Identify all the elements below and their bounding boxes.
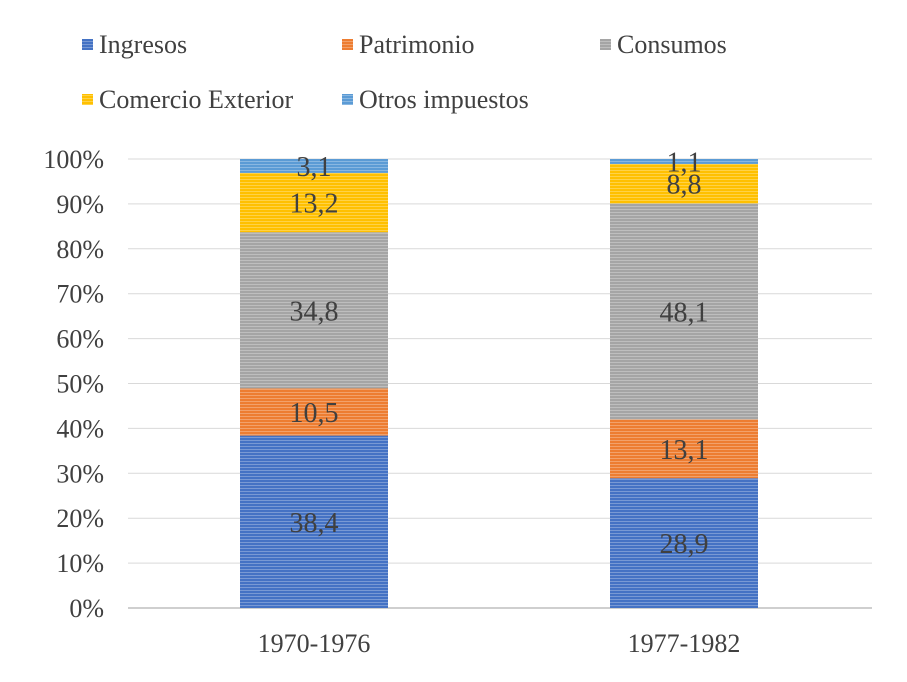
bar-segment-consumos: [240, 232, 388, 389]
bar-segment-patrimonio: [610, 419, 758, 479]
bars: 38,4 10,5 34,8 13,2 3,1 28,9 13,1 48,1 8,81,1: [240, 147, 758, 608]
bar-segment-otros-impuestos: [610, 159, 758, 164]
legend-swatch-4: [342, 94, 353, 105]
data-label: 1,1: [667, 147, 702, 178]
bar-segment-ingresos: [240, 435, 388, 608]
data-label: 38,4: [290, 508, 339, 539]
legend-label-0: Ingresos: [99, 30, 187, 59]
data-label: 3,1: [297, 152, 332, 183]
bar-segment-patrimonio: [240, 388, 388, 436]
data-label: 34,8: [290, 296, 339, 327]
y-tick-label: 50%: [56, 370, 104, 399]
data-label: 48,1: [660, 297, 709, 328]
legend-swatch-2: [600, 39, 611, 50]
legend-swatch-0: [82, 39, 93, 50]
legend-swatch-1: [342, 39, 353, 50]
bar-segment-otros-impuestos: [240, 159, 388, 173]
bar-segment-consumos: [610, 203, 758, 420]
bar-segment-ingresos: [610, 478, 758, 608]
bar-segment-comercio-exterior: [610, 163, 758, 204]
y-tick-label: 60%: [56, 325, 104, 354]
x-axis: 1970-1976 1977-1982: [258, 629, 741, 658]
data-label: 28,9: [660, 529, 709, 560]
legend-label-1: Patrimonio: [359, 30, 475, 59]
legend-label-2: Consumos: [617, 30, 727, 59]
data-label: 8,8: [667, 170, 702, 201]
data-label: 13,1: [660, 435, 709, 466]
y-tick-label: 40%: [56, 414, 104, 443]
legend-label-3: Comercio Exterior: [99, 85, 294, 114]
bar-segment-comercio-exterior: [240, 172, 388, 233]
gridlines: [128, 158, 872, 609]
legend: Ingresos Patrimonio Consumos Comercio Exter…: [82, 30, 727, 114]
data-label: 13,2: [290, 189, 339, 220]
x-category-label: 1970-1976: [258, 629, 371, 658]
y-tick-label: 70%: [56, 280, 104, 309]
y-tick-label: 90%: [56, 190, 104, 219]
y-tick-label: 80%: [56, 235, 104, 264]
data-label: 10,5: [290, 398, 339, 429]
legend-label-4: Otros impuestos: [359, 85, 529, 114]
x-category-label: 1977-1982: [628, 629, 741, 658]
y-tick-label: 0%: [69, 594, 104, 623]
y-tick-label: 10%: [56, 549, 104, 578]
y-tick-label: 20%: [56, 504, 104, 533]
y-axis: 0% 10% 20% 30% 40% 50% 60% 70% 80% 90% 100%: [43, 145, 104, 623]
legend-swatch-3: [82, 94, 93, 105]
y-tick-label: 30%: [56, 459, 104, 488]
y-tick-label: 100%: [43, 145, 104, 174]
